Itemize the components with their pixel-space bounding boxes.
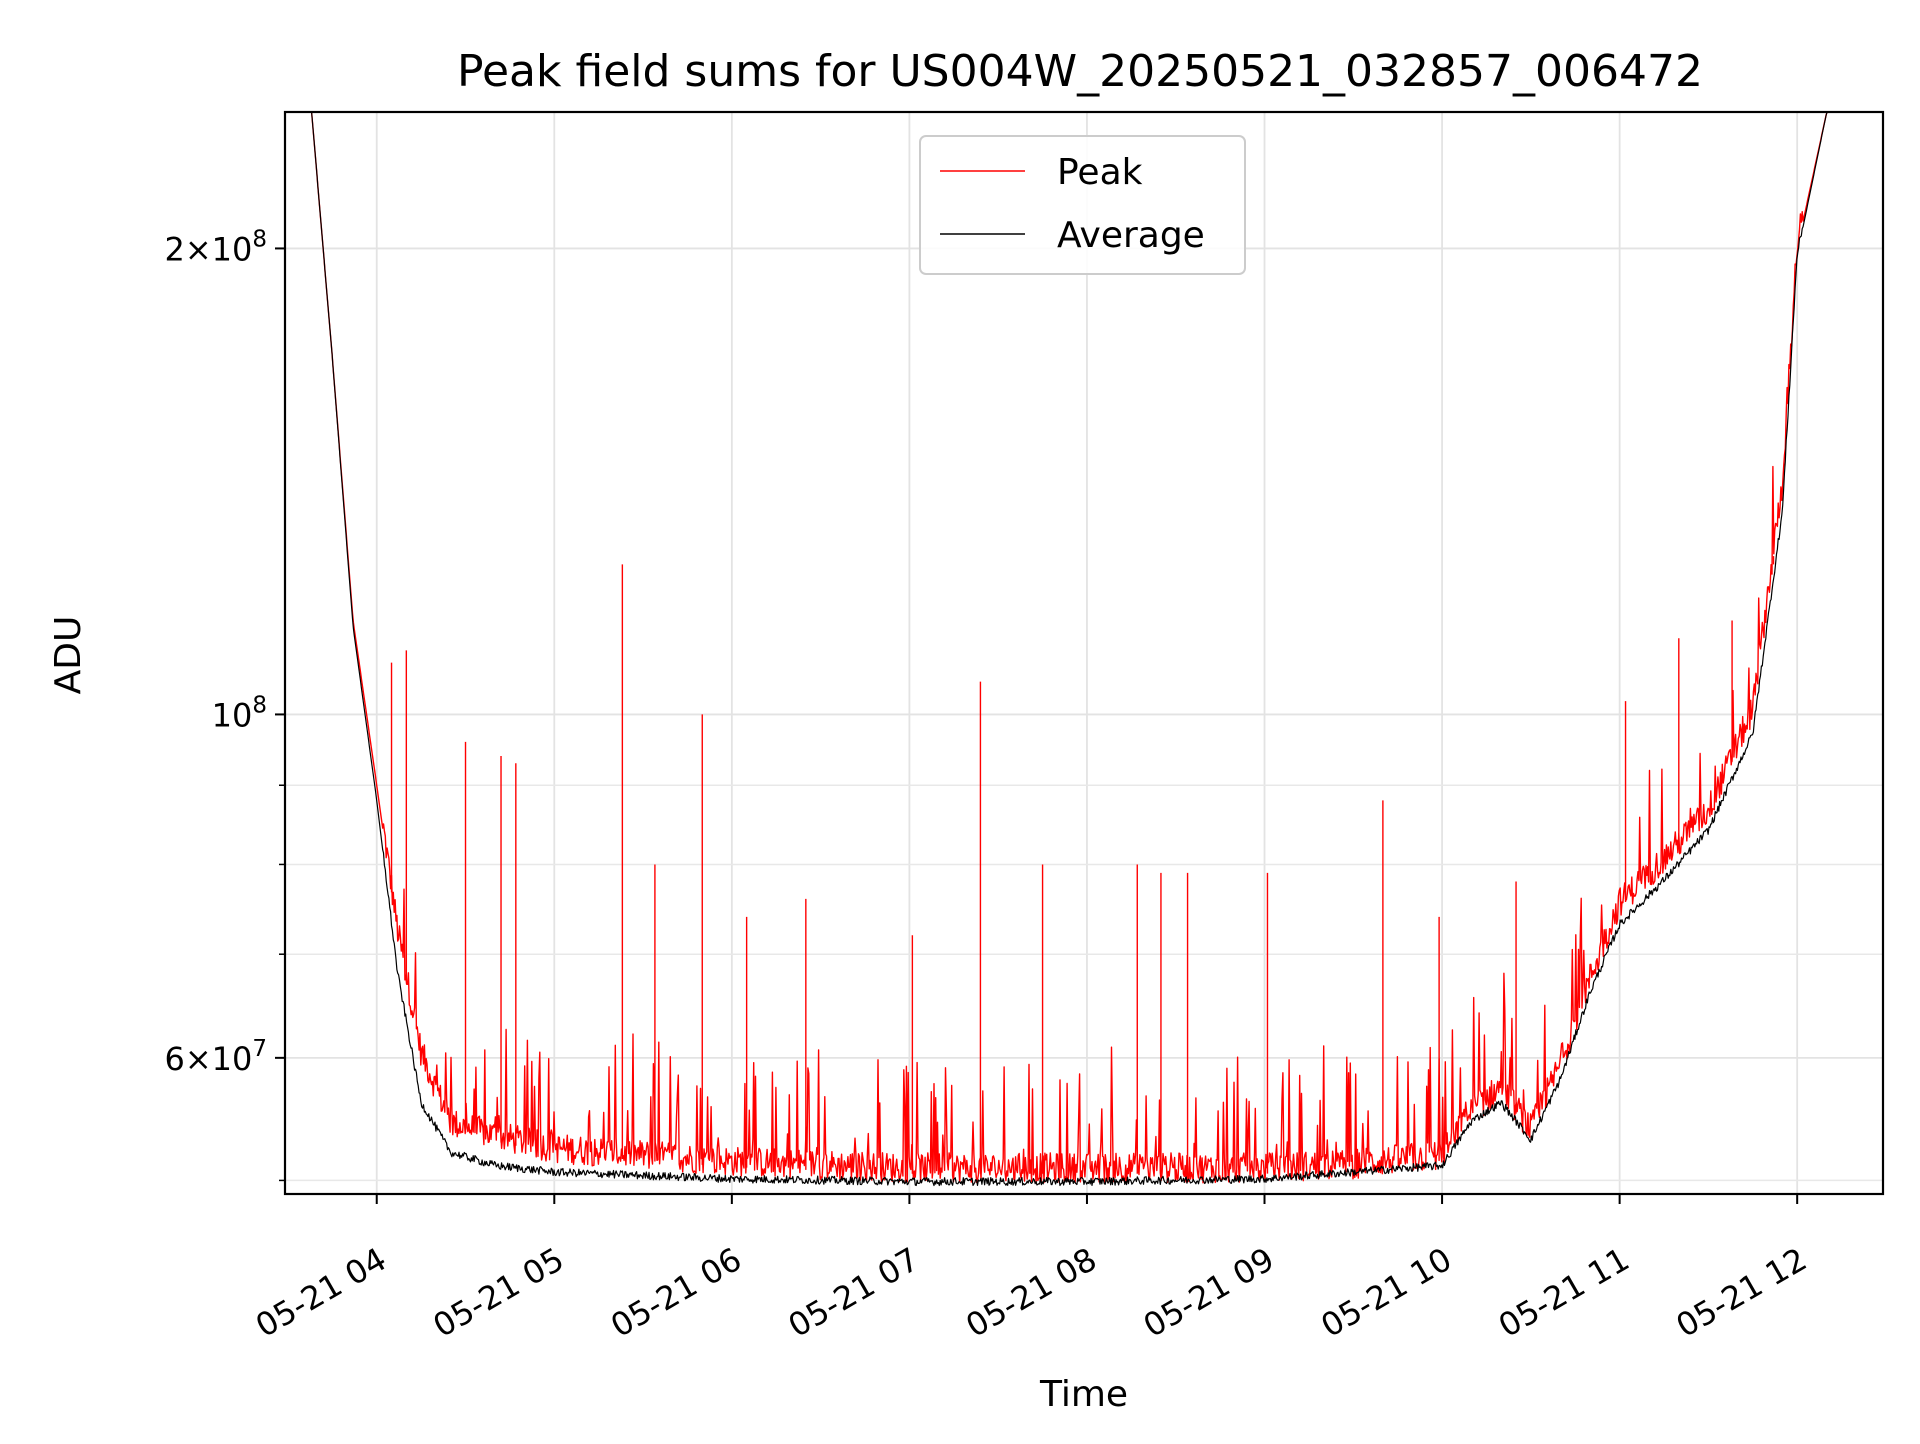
y-tick-label: 2×108 <box>164 226 267 268</box>
y-axis-label: ADU <box>48 616 89 695</box>
y-tick-label: 6×107 <box>164 1036 267 1078</box>
y-tick-label: 108 <box>212 692 267 734</box>
legend-label-peak: Peak <box>1057 152 1143 193</box>
chart-title: Peak field sums for US004W_20250521_0328… <box>457 46 1703 97</box>
plot-area <box>285 112 1883 1187</box>
series-group <box>285 112 1883 1187</box>
series-line <box>285 112 1883 1187</box>
plot-frame <box>283 110 1885 1196</box>
series-line <box>285 112 1883 1184</box>
legend: Peak Average <box>919 135 1246 275</box>
x-axis-label: Time <box>1039 1374 1128 1415</box>
y-axis: 2×108 108 6×107 <box>164 226 285 1182</box>
legend-label-average: Average <box>1057 215 1205 256</box>
